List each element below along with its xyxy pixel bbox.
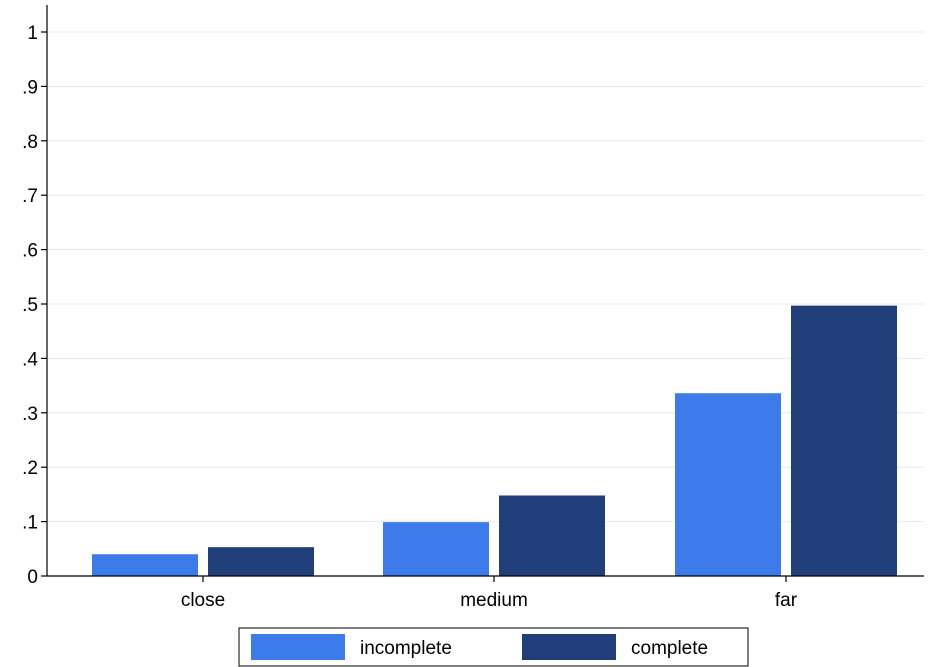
bar-complete-close <box>208 547 314 576</box>
bar-incomplete-close <box>92 554 198 576</box>
y-tick-label: .5 <box>22 295 38 316</box>
y-tick-label: .8 <box>22 132 38 153</box>
bar-incomplete-medium <box>383 522 489 576</box>
axes: 0 .1 .2 .3 .4 .5 .6 .7 .8 .9 1 close medium far <box>22 5 924 611</box>
legend: incomplete complete <box>238 627 749 667</box>
category-label-medium: medium <box>460 590 528 611</box>
bar-incomplete-far <box>675 393 781 576</box>
y-tick-label: .6 <box>22 241 38 262</box>
category-label-close: close <box>181 590 225 611</box>
bar-complete-medium <box>499 495 605 576</box>
y-tick-label: .4 <box>22 349 38 370</box>
y-tick-label: 0 <box>27 567 38 588</box>
y-tick-label: .9 <box>22 77 38 98</box>
y-tick-label: .1 <box>22 513 38 534</box>
legend-swatch-complete <box>522 634 616 660</box>
legend-label-incomplete: incomplete <box>360 638 452 659</box>
y-tick-label: .7 <box>22 186 38 207</box>
legend-label-complete: complete <box>631 638 708 659</box>
bars <box>92 305 897 576</box>
y-tick-label: .3 <box>22 404 38 425</box>
category-label-far: far <box>775 590 798 611</box>
y-tick-label: .2 <box>22 458 38 479</box>
y-tick-label: 1 <box>27 23 38 44</box>
legend-swatch-incomplete <box>251 634 345 660</box>
bar-complete-far <box>791 305 897 576</box>
gridlines <box>47 31 924 523</box>
